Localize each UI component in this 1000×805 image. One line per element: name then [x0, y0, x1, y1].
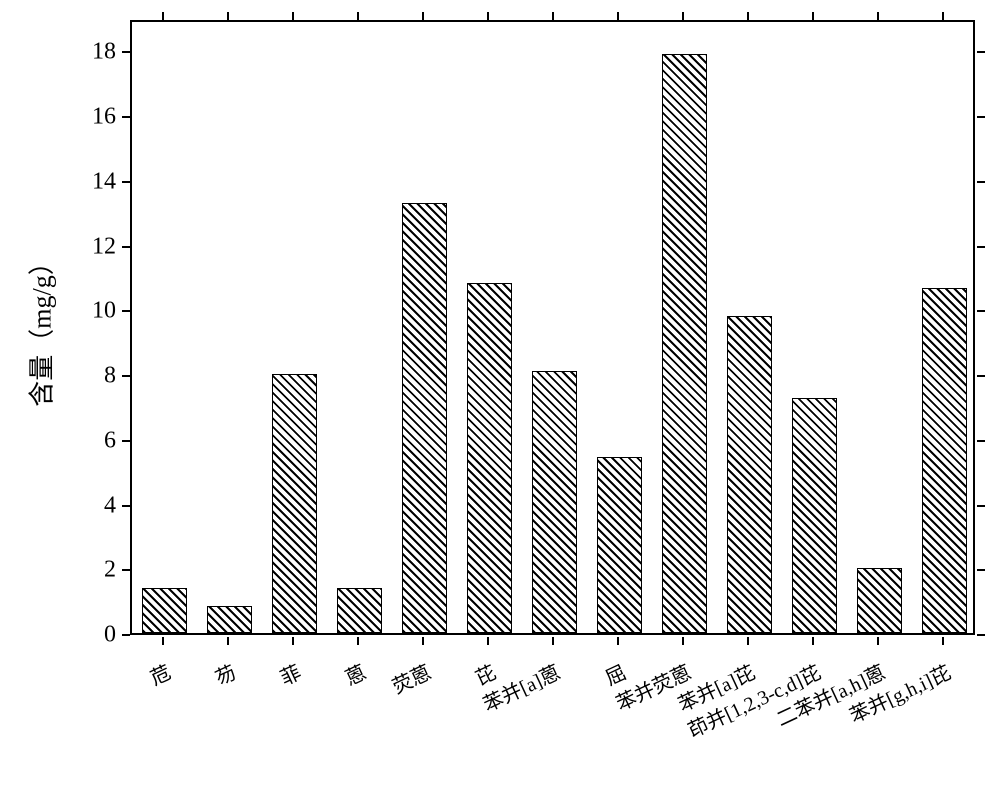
y-tick-label: 16 [92, 104, 116, 131]
x-tick [162, 637, 164, 645]
x-tick [422, 12, 424, 20]
x-tick [682, 12, 684, 20]
y-tick [977, 375, 985, 377]
x-tick [357, 637, 359, 645]
bar [337, 588, 383, 633]
y-tick-label: 10 [92, 298, 116, 325]
bar [467, 283, 513, 633]
y-tick-label: 8 [104, 363, 116, 390]
plot-frame [130, 20, 975, 635]
y-axis-label: 含量（mg/g） [22, 249, 59, 406]
y-tick-label: 0 [104, 622, 116, 649]
y-tick-label: 18 [92, 39, 116, 66]
x-tick [812, 12, 814, 20]
x-tick-label: 荧蒽 [386, 656, 435, 699]
y-tick [977, 116, 985, 118]
x-tick [747, 637, 749, 645]
x-tick [617, 12, 619, 20]
x-tick [682, 637, 684, 645]
y-tick [122, 310, 130, 312]
y-tick [977, 310, 985, 312]
x-tick [552, 637, 554, 645]
x-tick-label: 苊 [144, 656, 174, 691]
x-tick-label: 芴 [209, 656, 239, 691]
bar [922, 288, 968, 633]
y-tick [977, 246, 985, 248]
y-tick [122, 505, 130, 507]
y-tick-label: 2 [104, 557, 116, 584]
y-tick [122, 634, 130, 636]
x-tick [487, 12, 489, 20]
x-tick [487, 637, 489, 645]
y-tick-label: 12 [92, 233, 116, 260]
bar [662, 54, 708, 633]
bar [207, 606, 253, 634]
y-tick [122, 181, 130, 183]
y-tick [122, 246, 130, 248]
y-tick [122, 116, 130, 118]
bar [857, 568, 903, 633]
x-tick [292, 637, 294, 645]
x-tick [877, 637, 879, 645]
y-tick [977, 634, 985, 636]
y-tick [977, 505, 985, 507]
bar [597, 457, 643, 633]
x-tick [942, 12, 944, 20]
x-tick [812, 637, 814, 645]
y-tick [122, 440, 130, 442]
y-tick [977, 51, 985, 53]
x-tick [227, 637, 229, 645]
bar [532, 371, 578, 633]
y-tick [977, 181, 985, 183]
bar [402, 203, 448, 634]
x-tick-label: 蒽 [339, 656, 369, 691]
x-tick [617, 637, 619, 645]
bar [727, 316, 773, 633]
x-tick-label: 菲 [274, 656, 304, 691]
y-tick [122, 375, 130, 377]
bar [272, 374, 318, 633]
y-tick-label: 6 [104, 427, 116, 454]
bar [792, 398, 838, 633]
x-tick [747, 12, 749, 20]
x-tick [552, 12, 554, 20]
y-tick [122, 51, 130, 53]
x-tick [292, 12, 294, 20]
x-tick [877, 12, 879, 20]
plot-area [132, 22, 973, 633]
y-tick [122, 569, 130, 571]
x-tick [162, 12, 164, 20]
y-tick-label: 4 [104, 492, 116, 519]
bar [142, 588, 188, 633]
bar-chart: 含量（mg/g） 024681012141618苊芴菲蒽荧蒽芘苯并[a]蒽屈苯并… [0, 0, 1000, 805]
x-tick [227, 12, 229, 20]
x-tick [422, 637, 424, 645]
y-tick-label: 14 [92, 168, 116, 195]
x-tick [357, 12, 359, 20]
y-tick [977, 440, 985, 442]
x-tick [942, 637, 944, 645]
y-tick [977, 569, 985, 571]
